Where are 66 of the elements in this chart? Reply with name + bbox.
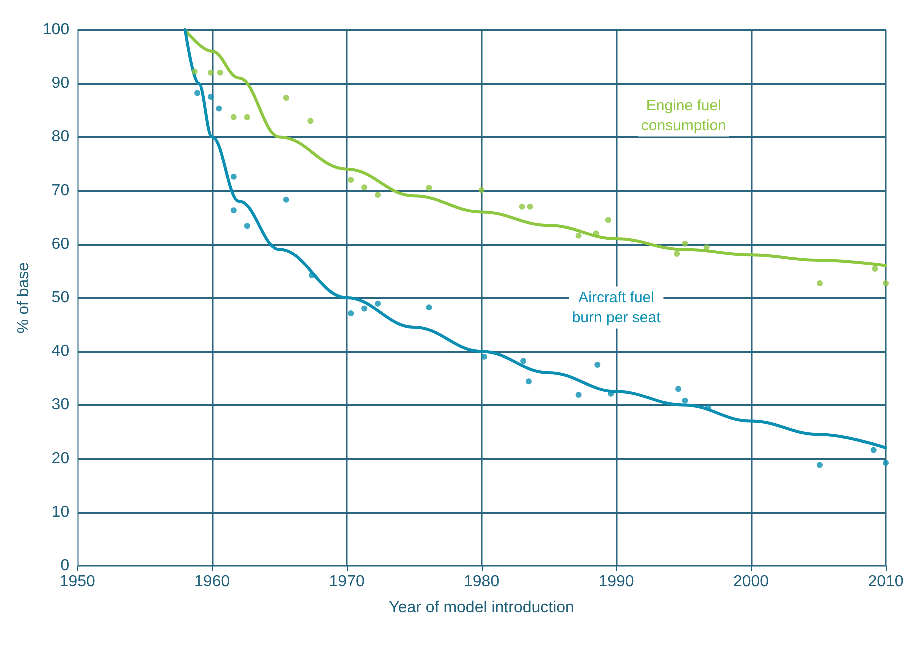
point xyxy=(816,280,823,287)
point xyxy=(244,114,250,120)
point xyxy=(375,192,382,198)
point xyxy=(478,187,485,194)
y-tick-label: 10 xyxy=(52,504,70,521)
point xyxy=(230,114,237,120)
x-tick-label: 1970 xyxy=(329,574,365,590)
point xyxy=(705,404,712,411)
point xyxy=(526,378,532,385)
point xyxy=(244,223,250,230)
x-tick-label: 2000 xyxy=(733,574,770,590)
point xyxy=(527,204,534,210)
point xyxy=(375,300,382,307)
point xyxy=(362,306,368,312)
point xyxy=(576,392,582,398)
x-tick-label: 1960 xyxy=(194,574,230,590)
point xyxy=(520,358,527,364)
point xyxy=(870,447,877,454)
point xyxy=(816,462,823,468)
y-tick-label: 60 xyxy=(52,236,70,253)
point xyxy=(194,90,201,96)
point xyxy=(576,232,582,239)
point xyxy=(605,217,612,224)
point xyxy=(208,70,214,76)
point xyxy=(216,106,222,112)
y-tick-label: 30 xyxy=(52,396,70,414)
point xyxy=(208,94,214,100)
point xyxy=(217,70,224,76)
point xyxy=(883,280,889,287)
y-tick-label: 50 xyxy=(52,290,70,306)
point xyxy=(230,174,237,180)
point xyxy=(230,208,237,214)
text: Aircraft fuel burn per seat xyxy=(572,289,662,326)
point xyxy=(308,118,314,124)
point xyxy=(682,398,688,404)
point xyxy=(348,177,354,184)
y-tick-label: 20 xyxy=(52,450,70,468)
y-tick-label: 100 xyxy=(42,22,70,38)
y-tick-label: 40 xyxy=(52,343,70,360)
x-axis-title: Year of model introduction xyxy=(389,600,574,616)
point xyxy=(192,68,198,75)
point xyxy=(676,386,682,392)
x-tick-label: 1980 xyxy=(464,574,500,590)
x-tick-label: 2010 xyxy=(868,574,904,590)
point xyxy=(482,354,488,360)
point xyxy=(283,196,290,203)
line-series xyxy=(184,28,888,450)
y-axis-title: % of base xyxy=(16,262,32,334)
point xyxy=(426,304,432,311)
point xyxy=(682,240,688,247)
point xyxy=(883,460,889,466)
point xyxy=(872,266,878,272)
text: Engine fuel consumption xyxy=(641,97,726,134)
x-tick-label: 1950 xyxy=(60,574,96,590)
point xyxy=(362,184,368,191)
y-tick-label: 70 xyxy=(52,182,70,200)
point xyxy=(283,95,290,102)
point xyxy=(348,310,354,317)
point xyxy=(426,185,432,192)
y-tick-label: 0 xyxy=(60,558,70,574)
y-tick-label: 80 xyxy=(52,128,70,146)
y-tick-label: 90 xyxy=(52,75,70,92)
x-tick-label: 1990 xyxy=(598,574,634,590)
point xyxy=(674,251,680,258)
point xyxy=(519,204,526,210)
point xyxy=(594,362,601,368)
